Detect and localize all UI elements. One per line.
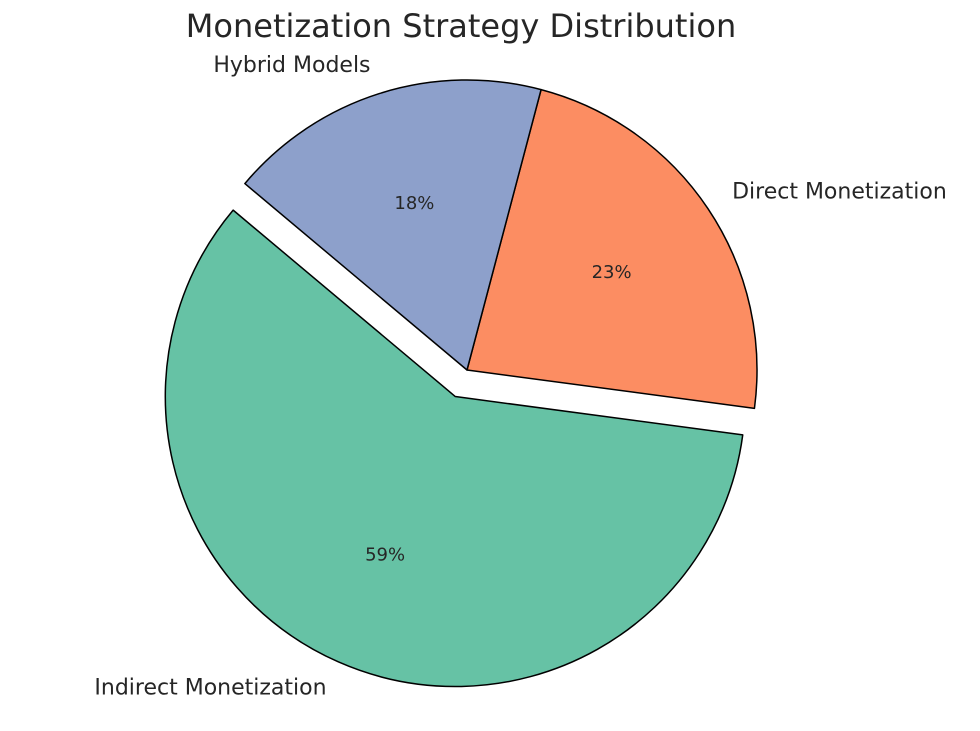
slice-label: Hybrid Models (213, 53, 370, 78)
pie-slice (244, 79, 542, 371)
pie-slice (466, 88, 758, 410)
slice-label: Direct Monetization (732, 180, 947, 205)
percent-label: 59% (365, 545, 405, 566)
percent-label: 18% (394, 193, 434, 214)
pie-slice (164, 209, 744, 688)
percent-label: 23% (592, 262, 632, 283)
slice-label: Indirect Monetization (94, 675, 326, 700)
chart-title: Monetization Strategy Distribution (186, 7, 736, 45)
